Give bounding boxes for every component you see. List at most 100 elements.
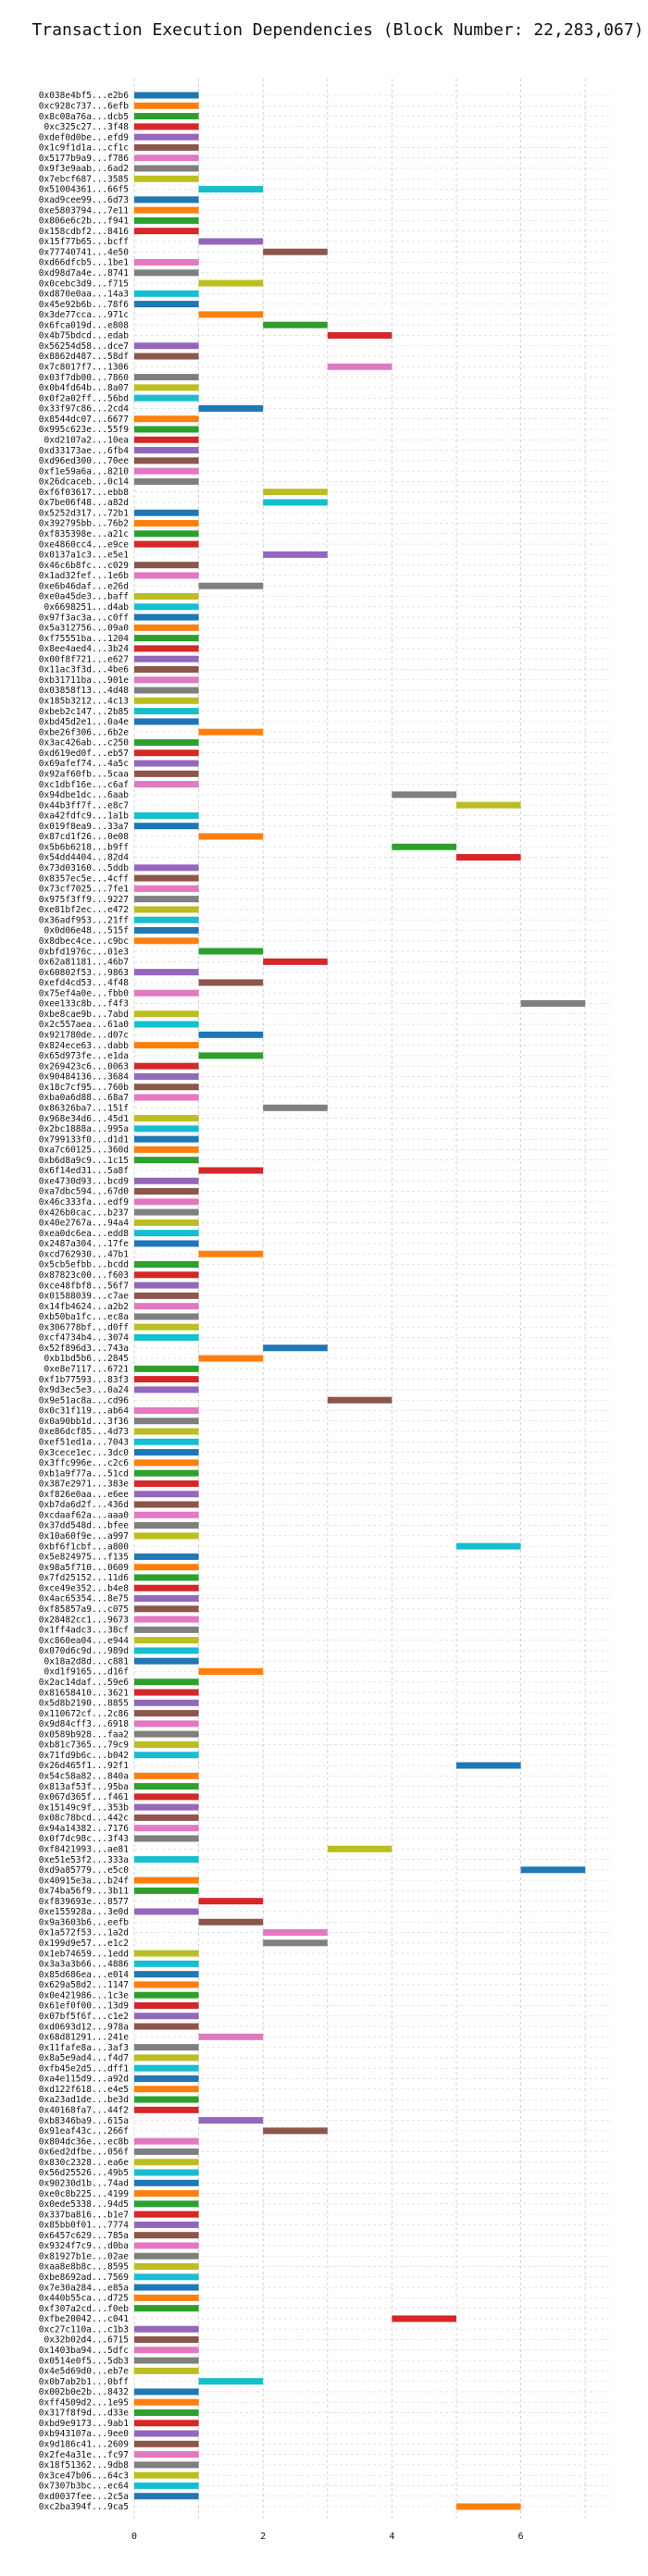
y-tick-label: 0x03858f13...4d48: [39, 686, 130, 696]
y-tick-label: 0x185b3212...4c13: [39, 697, 129, 707]
bar: [134, 1637, 199, 1644]
y-tick-label: 0x0d06e48...515f: [44, 926, 129, 936]
y-tick-label: 0xea0dc6ea...edd8: [39, 1229, 130, 1239]
y-tick-label: 0xd98d7a4e...8741: [39, 268, 130, 279]
bar: [134, 916, 199, 923]
y-tick-label: 0xefd4cd53...4f48: [39, 978, 130, 988]
y-tick-label: 0x799133f0...d1d1: [39, 1134, 130, 1145]
bar: [134, 1564, 199, 1571]
bar: [134, 2347, 199, 2354]
bar: [134, 1261, 199, 1269]
bar: [134, 175, 199, 182]
bar: [134, 2012, 199, 2020]
bar: [263, 1104, 328, 1111]
bar: [134, 665, 199, 673]
y-tick-label: 0xb50ba1fc...ec8a: [39, 1312, 129, 1322]
y-tick-label: 0x975f3ff9...9227: [39, 895, 129, 905]
y-tick-label: 0xc860ea04...e944: [39, 1636, 130, 1646]
bar: [134, 697, 199, 704]
bar: [134, 1991, 199, 1999]
bar: [134, 1876, 199, 1884]
y-tick-label: 0x4e5d69d0...eb7e: [39, 2367, 130, 2377]
bar: [134, 2023, 199, 2030]
y-tick-label: 0x7fd25152...11d6: [39, 1573, 130, 1583]
y-tick-label: 0xce48fbf8...56f7: [39, 1281, 129, 1291]
y-tick-label: 0x81658410...3621: [39, 1688, 130, 1698]
y-tick-label: 0xbf6f1cbf...a800: [39, 1542, 130, 1552]
y-tick-label: 0xbe8692ad...7569: [39, 2273, 130, 2283]
y-tick-label: 0x9a3603b6...eefb: [39, 1917, 130, 1927]
y-tick-label: 0xff4509d2...1e95: [39, 2397, 129, 2408]
bar: [263, 248, 328, 255]
bar: [134, 1856, 199, 1864]
y-tick-label: 0x199d9e57...e1c2: [39, 1938, 129, 1949]
bar: [198, 1052, 264, 1059]
bar: [134, 301, 199, 308]
y-tick-label: 0xb31711ba...901e: [39, 675, 130, 686]
y-tick-label: 0xd66dfcb5...1be1: [39, 258, 130, 268]
bar: [134, 1584, 199, 1591]
bar: [134, 1678, 199, 1686]
y-tick-label: 0xd2107a2...10ea: [44, 435, 129, 445]
y-tick-label: 0x8ee4aed4...3b24: [39, 644, 130, 654]
bar: [134, 635, 199, 642]
x-tick-label: 6: [518, 2532, 524, 2542]
bar: [134, 1720, 199, 1728]
y-tick-label: 0x73d03160...5ddb: [39, 863, 130, 873]
y-tick-label: 0x00f8f721...e627: [39, 654, 129, 664]
y-tick-label: 0x77740741...4e50: [39, 247, 130, 257]
bar: [263, 499, 328, 506]
bar: [392, 843, 456, 850]
x-tick-label: 4: [389, 2532, 394, 2542]
y-tick-label: 0x92af60fb...5caa: [39, 769, 129, 779]
bar: [134, 1135, 199, 1143]
bar: [134, 530, 199, 538]
bar: [134, 2221, 199, 2228]
y-tick-label: 0x1403ba94...5dfc: [39, 2346, 129, 2356]
bar: [455, 1762, 521, 1769]
bar: [134, 1292, 199, 1299]
y-tick-label: 0xbe26f306...6b2e: [39, 727, 130, 737]
y-tick-label: 0x1eb74659...1edd: [39, 1949, 129, 1959]
bar: [134, 1208, 199, 1216]
y-tick-label: 0x7c8017f7...1306: [39, 363, 130, 373]
y-tick-label: 0x806e6c2b...f941: [39, 217, 130, 227]
bar: [134, 1908, 199, 1915]
y-tick-label: 0x070d6c9d...989d: [39, 1646, 129, 1656]
y-tick-label: 0x5a312756...09a0: [39, 624, 130, 634]
bar: [134, 2367, 199, 2374]
y-tick-label: 0x038e4bf5...e2b6: [39, 91, 130, 101]
y-tick-label: 0xf826e0aa...e6ee: [39, 1490, 130, 1500]
y-tick-label: 0x52f896d3...743a: [39, 1344, 129, 1354]
y-tick-label: 0x2487a304...17fe: [39, 1239, 130, 1249]
bar: [134, 1553, 199, 1560]
y-tick-label: 0xb6d8a9c9...1c15: [39, 1156, 129, 1166]
bar: [198, 947, 264, 955]
bar: [134, 384, 199, 391]
y-tick-label: 0x830c2328...ea6e: [39, 2158, 130, 2168]
y-tick-label: 0xd1f9165...d16f: [44, 1667, 129, 1678]
bar: [134, 823, 199, 830]
y-tick-label: 0x426b0cac...b237: [39, 1208, 129, 1218]
bar: [327, 1396, 393, 1404]
bar: [134, 1657, 199, 1665]
bar: [198, 728, 264, 736]
bar: [134, 1282, 199, 1289]
y-tick-label: 0x9d84cff3...6918: [39, 1719, 130, 1729]
y-tick-label: 0xe86dcf85...4d73: [39, 1427, 129, 1437]
y-tick-label: 0x61ef0f00...13d9: [39, 2001, 130, 2012]
y-tick-label: 0x15f77b65...bcff: [39, 237, 129, 247]
y-tick-label: 0x921780de...d07c: [39, 1031, 129, 1041]
bar: [134, 1313, 199, 1320]
bar: [327, 331, 393, 339]
y-tick-label: 0x56254d58...dce7: [39, 341, 129, 352]
bar: [134, 1177, 199, 1184]
y-tick-label: 0x5252d317...72b1: [39, 508, 130, 518]
bar: [134, 655, 199, 663]
bar: [198, 1667, 264, 1675]
y-tick-label: 0x40168fa7...44f2: [39, 2106, 129, 2116]
y-tick-label: 0x37dd548d...bfee: [39, 1521, 130, 1531]
y-tick-label: 0x8862d487...58df: [39, 352, 129, 362]
bar: [198, 1898, 264, 1905]
bar: [134, 896, 199, 903]
